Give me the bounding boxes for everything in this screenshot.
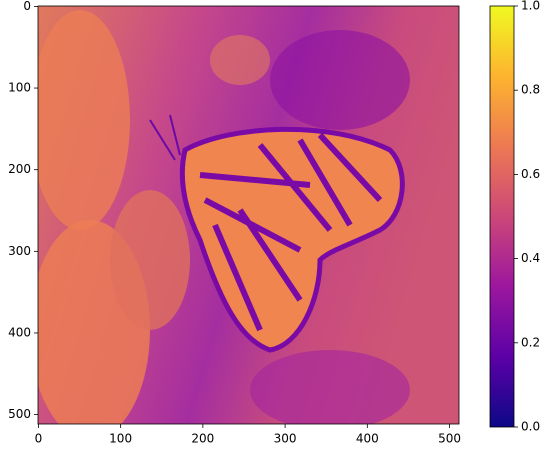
y-tick-label: 400 (8, 325, 31, 339)
colorbar (489, 5, 515, 428)
y-tick-label: 500 (8, 407, 31, 421)
colorbar-tick-label: 1.0 (521, 0, 540, 13)
x-tick-label: 0 (35, 432, 43, 446)
colorbar-tick-label: 0.4 (521, 251, 540, 265)
x-tick-label: 100 (109, 432, 132, 446)
axes-frame (37, 5, 460, 425)
y-tick-label: 200 (8, 162, 31, 176)
image (38, 6, 459, 424)
y-tick-label: 300 (8, 244, 31, 258)
colorbar-tick-label: 0.6 (521, 167, 540, 181)
colorbar-tick-label: 0.0 (521, 420, 540, 434)
x-tick-label: 200 (191, 432, 214, 446)
y-tick-label: 100 (8, 81, 31, 95)
y-tick-label: 0 (23, 0, 31, 13)
colorbar-tick-label: 0.2 (521, 335, 540, 349)
colorbar-tick-label: 0.8 (521, 83, 540, 97)
x-tick-label: 500 (438, 432, 461, 446)
x-tick-label: 400 (356, 432, 379, 446)
x-tick-label: 300 (274, 432, 297, 446)
